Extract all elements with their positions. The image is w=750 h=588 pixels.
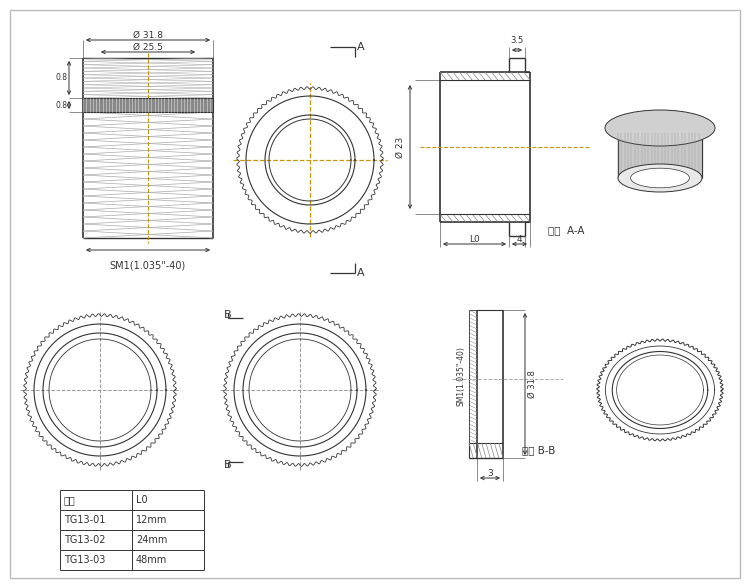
- Text: B: B: [224, 460, 232, 470]
- Text: SM1(1.035"-40): SM1(1.035"-40): [110, 260, 186, 270]
- Text: Ø 23: Ø 23: [396, 136, 405, 158]
- Text: 12mm: 12mm: [136, 515, 167, 525]
- Text: 4: 4: [517, 235, 522, 243]
- Text: 3.5: 3.5: [510, 36, 524, 45]
- Text: B: B: [224, 310, 232, 320]
- Text: Ø 31.8: Ø 31.8: [528, 370, 537, 398]
- Text: 3: 3: [488, 469, 493, 477]
- Text: TG13-01: TG13-01: [64, 515, 105, 525]
- Text: L0: L0: [136, 495, 148, 505]
- Text: TG13-02: TG13-02: [64, 535, 106, 545]
- Text: TG13-03: TG13-03: [64, 555, 105, 565]
- Text: 截面  A-A: 截面 A-A: [548, 225, 584, 235]
- Text: 24mm: 24mm: [136, 535, 167, 545]
- Text: Ø 25.5: Ø 25.5: [133, 42, 163, 52]
- Bar: [83, 98, 213, 112]
- Ellipse shape: [618, 164, 702, 192]
- Text: 0.8: 0.8: [55, 101, 67, 109]
- Text: L0: L0: [470, 235, 480, 243]
- Text: A: A: [357, 268, 364, 278]
- Text: 48mm: 48mm: [136, 555, 167, 565]
- Text: 0.8: 0.8: [55, 74, 67, 82]
- Text: A: A: [357, 42, 364, 52]
- Text: 截面 B-B: 截面 B-B: [522, 445, 555, 455]
- Text: Ø 31.8: Ø 31.8: [133, 31, 163, 39]
- Ellipse shape: [605, 110, 715, 146]
- Ellipse shape: [631, 168, 689, 188]
- Text: SM1(1.035"-40): SM1(1.035"-40): [457, 346, 466, 406]
- Text: 型号: 型号: [64, 495, 76, 505]
